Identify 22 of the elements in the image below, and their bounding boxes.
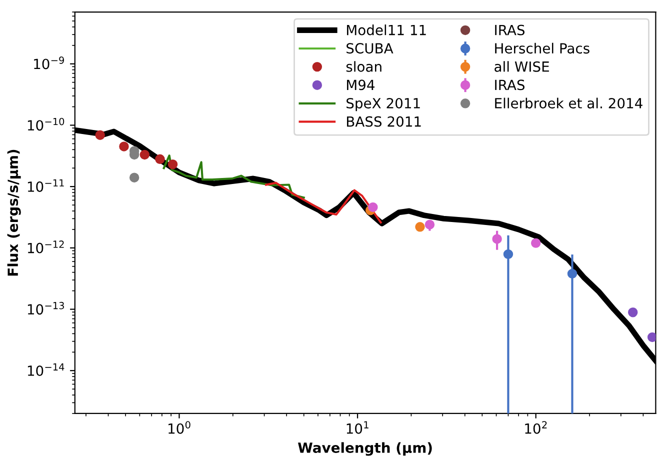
legend-label: M94 xyxy=(347,80,375,90)
legend-label: all WISE xyxy=(494,61,549,72)
legend-label: SCUBA xyxy=(346,43,394,54)
legend-label: IRAS xyxy=(495,24,525,36)
y-tick-label: 10$^{−13}$ xyxy=(28,302,64,315)
x-tick-label: 10$^{0}$ xyxy=(168,421,190,434)
y-tick-label: 10$^{−11}$ xyxy=(28,179,64,192)
legend-label: IRAS xyxy=(495,80,525,90)
x-axis-title: Wavelength (μm) xyxy=(298,442,432,456)
legend-label: Ellerbroek et al. 2014 xyxy=(495,98,642,108)
legend-label: sloan xyxy=(346,61,382,72)
legend-label: Model11 11 xyxy=(347,24,426,36)
y-axis-title: Flux (ergs/s/μm) xyxy=(7,150,21,276)
y-tick-label: 10$^{−14}$ xyxy=(28,363,64,376)
y-tick-label: 10$^{−10}$ xyxy=(28,118,64,131)
legend-label: Herschel Pacs xyxy=(495,42,590,54)
y-tick-label: 10$^{−12}$ xyxy=(28,240,64,254)
legend-label: BASS 2011 xyxy=(347,116,421,127)
x-tick-label: 10$^{1}$ xyxy=(346,421,368,434)
x-tick-label: 10$^{2}$ xyxy=(525,421,547,434)
legend-label: SpeX 2011 xyxy=(346,98,420,112)
y-tick-label: 10$^{−9}$ xyxy=(34,56,64,70)
